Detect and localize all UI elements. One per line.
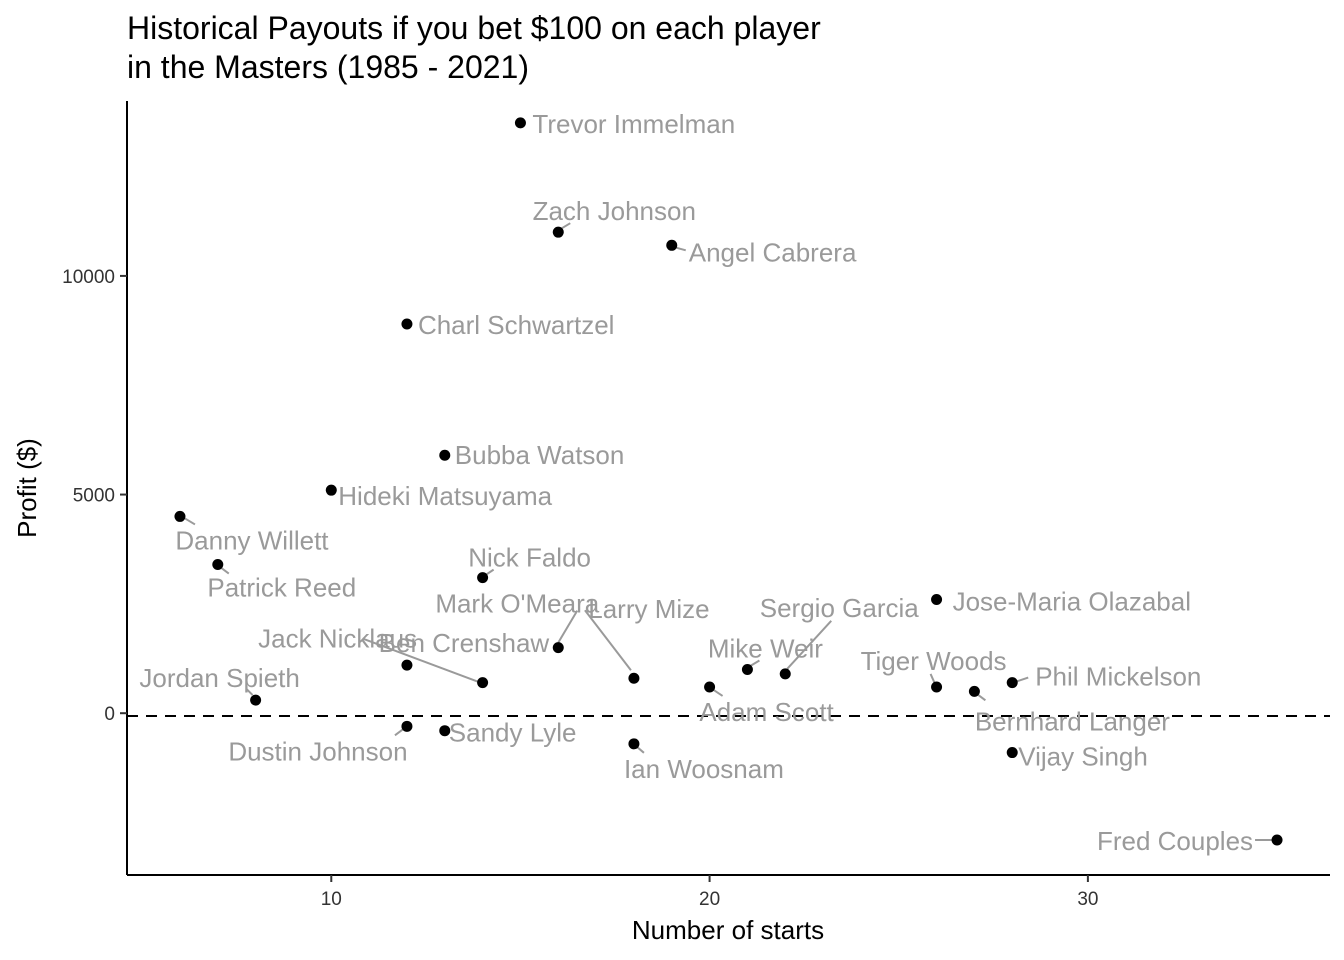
leader-line-sergio-garcia [786, 620, 832, 670]
point-label-bernhard-langer: Bernhard Langer [975, 706, 1170, 736]
leader-line-larry-mize [584, 609, 632, 671]
point-mike-weir [741, 663, 753, 675]
point-phil-mickelson [1006, 677, 1018, 689]
y-axis-title: Profit ($) [12, 438, 42, 538]
point-ben-crenshaw [401, 659, 413, 671]
x-tick-label: 30 [1077, 889, 1098, 910]
point-label-dustin-johnson: Dustin Johnson [228, 736, 407, 766]
point-jose-maria-olazabal [931, 594, 943, 606]
leader-line-mark-o-meara [557, 610, 579, 644]
point-tiger-woods [931, 681, 943, 693]
x-axis-title: Number of starts [632, 915, 824, 945]
leader-lines [184, 222, 1274, 842]
point-label-phil-mickelson: Phil Mickelson [1035, 662, 1201, 692]
point-label-mike-weir: Mike Weir [708, 633, 823, 663]
point-label-hideki-matsuyama: Hideki Matsuyama [338, 481, 552, 511]
leader-line-patrick-reed [220, 566, 230, 575]
point-zach-johnson [552, 226, 564, 238]
point-bubba-watson [439, 449, 451, 461]
point-label-tiger-woods: Tiger Woods [861, 646, 1007, 676]
leader-line-tiger-woods [929, 673, 936, 684]
point-label-sandy-lyle: Sandy Lyle [449, 718, 577, 748]
point-sandy-lyle [439, 725, 451, 737]
point-hideki-matsuyama [325, 484, 337, 496]
point-label-fred-couples: Fred Couples [1097, 826, 1253, 856]
chart-title-line-1: Historical Payouts if you bet $100 on ea… [127, 10, 821, 46]
point-adam-scott [704, 681, 716, 693]
x-tick-label: 20 [699, 889, 720, 910]
point-label-charl-schwartzel: Charl Schwartzel [418, 310, 615, 340]
y-tick-label: 0 [104, 704, 115, 725]
leader-line-bernhard-langer [976, 693, 986, 702]
point-label-nick-faldo: Nick Faldo [468, 543, 591, 573]
point-angel-cabrera [666, 239, 678, 251]
leader-line-dustin-johnson [394, 728, 404, 737]
leader-line-ian-woosnam [636, 746, 645, 754]
leader-line-phil-mickelson [1015, 676, 1029, 683]
point-ian-woosnam [628, 738, 640, 750]
point-label-mark-o-meara: Mark O'Meara [435, 589, 599, 619]
plot-area: Trevor Immelman Zach Johnson Angel Cabrera… [127, 109, 1330, 856]
point-label-zach-johnson: Zach Johnson [533, 196, 696, 226]
point-jack-nicklaus [477, 677, 489, 689]
point-label-jack-nicklaus: Jack Nicklaus [258, 624, 417, 654]
point-sergio-garcia [779, 668, 791, 680]
y-tick-label: 5000 [73, 486, 115, 507]
point-nick-faldo [477, 572, 489, 584]
point-label-vijay-singh: Vijay Singh [1018, 742, 1148, 772]
point-label-ian-woosnam: Ian Woosnam [624, 754, 784, 784]
chart-title-line-2: in the Masters (1985 - 2021) [127, 49, 529, 85]
y-tick-label: 10000 [62, 267, 115, 288]
leader-line-jordan-spieth [245, 688, 254, 696]
leader-line-jack-nicklaus [362, 637, 478, 683]
point-label-danny-willett: Danny Willett [175, 525, 329, 555]
point-labels: Trevor Immelman Zach Johnson Angel Cabrera… [139, 109, 1253, 856]
x-tick-label: 10 [321, 889, 342, 910]
point-vijay-singh [1006, 747, 1018, 759]
leader-line-danny-willett [184, 517, 196, 526]
point-label-patrick-reed: Patrick Reed [207, 573, 356, 603]
point-label-trevor-immelman: Trevor Immelman [532, 109, 735, 139]
point-label-angel-cabrera: Angel Cabrera [689, 237, 857, 267]
point-label-larry-mize: Larry Mize [588, 594, 709, 624]
point-dustin-johnson [401, 720, 413, 732]
data-points [174, 117, 1283, 846]
point-danny-willett [174, 510, 186, 522]
point-label-jordan-spieth: Jordan Spieth [139, 663, 299, 693]
point-trevor-immelman [514, 117, 526, 129]
point-mark-o-meara [552, 642, 564, 654]
point-label-bubba-watson: Bubba Watson [455, 440, 625, 470]
point-fred-couples [1271, 834, 1283, 846]
y-axis-ticks: 0 5000 10000 [62, 267, 127, 725]
x-axis-ticks: 10 20 30 [321, 875, 1098, 910]
point-label-ben-crenshaw: Ben Crenshaw [379, 628, 550, 658]
point-larry-mize [628, 672, 640, 684]
point-jordan-spieth [250, 694, 262, 706]
leader-line-adam-scott [713, 689, 724, 697]
point-label-adam-scott: Adam Scott [699, 697, 834, 727]
point-bernhard-langer [968, 685, 980, 697]
point-patrick-reed [212, 559, 224, 571]
point-label-sergio-garcia: Sergio Garcia [760, 593, 919, 623]
point-label-jose-maria-olazabal: Jose-Maria Olazabal [953, 587, 1191, 617]
point-charl-schwartzel [401, 318, 413, 330]
